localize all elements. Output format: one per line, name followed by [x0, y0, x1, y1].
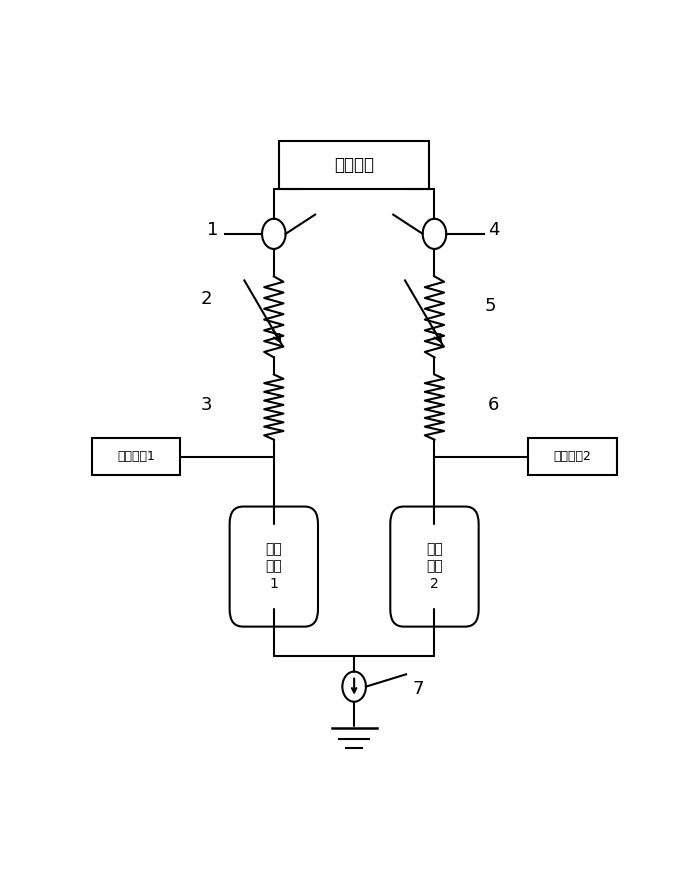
Text: 供电电源: 供电电源	[334, 156, 374, 175]
Text: 输出端子2: 输出端子2	[553, 450, 591, 463]
FancyBboxPatch shape	[229, 507, 318, 626]
Text: 3: 3	[201, 396, 213, 414]
Text: 输入
端子
2: 输入 端子 2	[426, 543, 443, 591]
FancyBboxPatch shape	[279, 141, 429, 189]
Text: 7: 7	[413, 680, 424, 698]
Text: 1: 1	[207, 221, 218, 240]
Text: 6: 6	[488, 396, 499, 414]
Text: 2: 2	[201, 290, 213, 308]
Text: 4: 4	[488, 221, 499, 240]
FancyBboxPatch shape	[92, 437, 180, 475]
FancyBboxPatch shape	[390, 507, 479, 626]
Text: 输出端子1: 输出端子1	[117, 450, 155, 463]
Text: 输入
端子
1: 输入 端子 1	[265, 543, 282, 591]
Text: 5: 5	[485, 297, 496, 315]
FancyBboxPatch shape	[528, 437, 616, 475]
